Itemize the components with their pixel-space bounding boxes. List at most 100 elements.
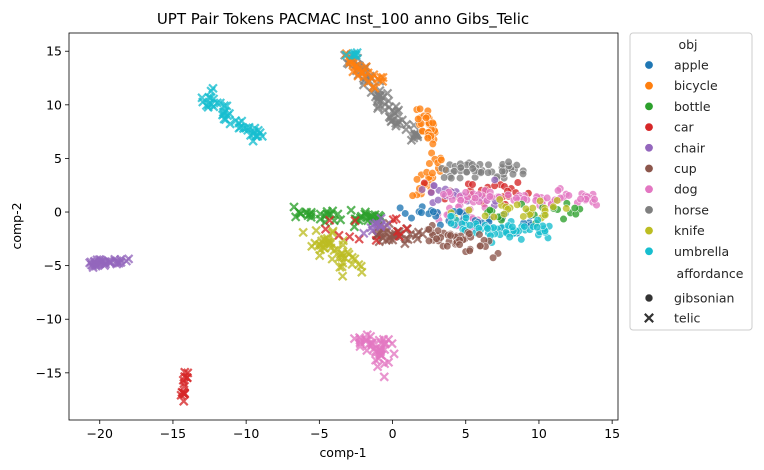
point-marker-bicycle-telic (348, 59, 358, 69)
data-point (440, 173, 449, 182)
data-point (411, 230, 421, 241)
data-point (559, 214, 568, 224)
data-point (408, 191, 417, 200)
point-marker-chair-telic (368, 219, 379, 229)
y-tick-label: −15 (36, 365, 62, 380)
legend-item-gibsonian: gibsonian (644, 291, 734, 306)
point-marker-dog-gibsonian (485, 192, 494, 201)
data-point (461, 188, 470, 197)
data-point (387, 338, 397, 349)
data-point (355, 64, 365, 74)
point-marker-umbrella-telic (219, 114, 229, 124)
data-point (334, 252, 345, 263)
data-point (424, 225, 433, 234)
x-tick-label: 10 (531, 426, 547, 441)
data-point (446, 212, 455, 221)
legend-title-affordance: affordance (677, 266, 744, 281)
data-point (421, 113, 431, 122)
legend-marker-telic (644, 313, 654, 323)
point-marker-car-telic (179, 367, 190, 377)
point-marker-horse-telic (412, 132, 423, 142)
point-marker-car-telic (334, 230, 344, 241)
data-point (355, 341, 365, 352)
point-marker-bottle-telic (346, 205, 356, 215)
data-point (328, 226, 338, 236)
data-point (179, 378, 189, 389)
legend-item-telic: telic (644, 311, 701, 326)
data-point (401, 209, 410, 218)
point-marker-horse-gibsonian (447, 174, 456, 183)
y-tick-label: 10 (46, 97, 62, 112)
point-marker-chair-gibsonian (429, 181, 439, 190)
data-point (468, 180, 477, 189)
data-point (324, 215, 335, 226)
data-point (476, 168, 486, 177)
point-marker-bicycle-gibsonian (428, 118, 437, 127)
point-marker-chair-telic (91, 261, 101, 271)
point-marker-bottle-telic (320, 217, 330, 227)
data-point (443, 242, 452, 251)
data-point (570, 203, 579, 213)
point-marker-horse-gibsonian (462, 167, 471, 177)
point-marker-chair-telic (110, 254, 120, 265)
point-marker-dog-telic (361, 335, 372, 346)
data-point (341, 50, 352, 60)
point-marker-umbrella-telic (208, 102, 219, 112)
data-point (354, 259, 364, 270)
point-marker-bicycle-telic (361, 61, 371, 72)
x-tick-label: −5 (310, 426, 328, 441)
point-marker-knife-gibsonian (519, 212, 528, 221)
point-marker-bottle-telic (295, 208, 306, 219)
data-point (362, 345, 372, 356)
point-marker-bicycle-gibsonian (412, 175, 422, 184)
point-marker-car-telic (320, 224, 331, 234)
point-marker-umbrella-gibsonian (520, 222, 529, 231)
data-point (401, 234, 411, 244)
data-point (322, 206, 332, 217)
data-point (91, 261, 101, 271)
data-point (110, 254, 120, 265)
point-marker-knife-gibsonian (553, 196, 562, 205)
point-marker-car-telic (391, 213, 401, 224)
point-marker-dog-telic (379, 372, 389, 382)
point-marker-horse-gibsonian (440, 173, 449, 182)
point-marker-bicycle-gibsonian (428, 139, 437, 149)
point-marker-car-telic (394, 231, 405, 242)
data-point (370, 355, 381, 365)
point-marker-umbrella-telic (205, 93, 216, 103)
data-point (325, 239, 336, 249)
y-tick-label: −10 (36, 312, 62, 327)
data-point (505, 232, 514, 242)
data-point (465, 229, 474, 238)
point-marker-bicycle-telic (378, 72, 388, 83)
data-point (396, 203, 405, 213)
data-point (549, 202, 558, 211)
legend-label-dog: dog (674, 182, 698, 197)
data-point (417, 208, 426, 217)
data-point (508, 170, 518, 179)
point-marker-umbrella-telic (241, 123, 252, 133)
data-point (360, 209, 370, 219)
point-marker-knife-telic (337, 252, 347, 263)
data-point (392, 107, 403, 117)
y-tick-label: −5 (44, 258, 62, 273)
point-marker-dog-telic (372, 361, 383, 372)
data-point (439, 190, 448, 199)
y-tick-label: 15 (46, 44, 62, 59)
legend-marker-chair (644, 143, 654, 153)
data-point (394, 231, 405, 242)
data-point (543, 193, 552, 203)
point-marker-bottle-telic (306, 207, 316, 218)
legend-marker-dog (644, 184, 654, 194)
point-marker-chair-telic (116, 257, 126, 268)
x-tick-label: 0 (389, 426, 397, 441)
point-marker-knife-telic (347, 259, 357, 270)
point-marker-dog-gibsonian (590, 195, 599, 204)
point-marker-knife-telic (337, 271, 348, 281)
point-marker-dog-gibsonian (564, 191, 573, 200)
data-point (423, 134, 432, 143)
point-marker-dog-gibsonian (461, 188, 470, 197)
y-axis: −15 −10 −5 0 5 10 15 (36, 44, 69, 380)
x-axis-label: comp-1 (319, 445, 366, 460)
legend-objects: apple bicycle bottle car chair cup dog horse kni… (644, 58, 729, 259)
